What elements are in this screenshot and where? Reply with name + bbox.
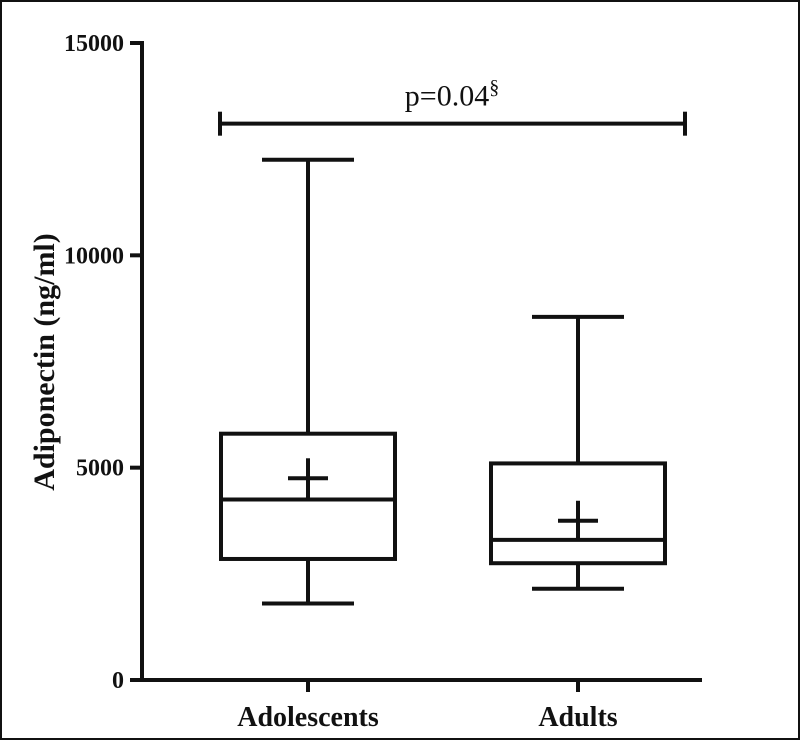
y-tick-label: 15000 [64,31,124,57]
y-tick-label: 5000 [76,456,124,482]
y-axis-title: Adiponectin (ng/ml) [28,233,61,491]
x-category-label: Adults [538,702,617,733]
y-tick-label: 10000 [64,243,124,269]
x-category-label: Adolescents [237,702,379,733]
y-tick-label: 0 [112,668,124,694]
p-value-annotation: p=0.04§ [405,77,499,113]
